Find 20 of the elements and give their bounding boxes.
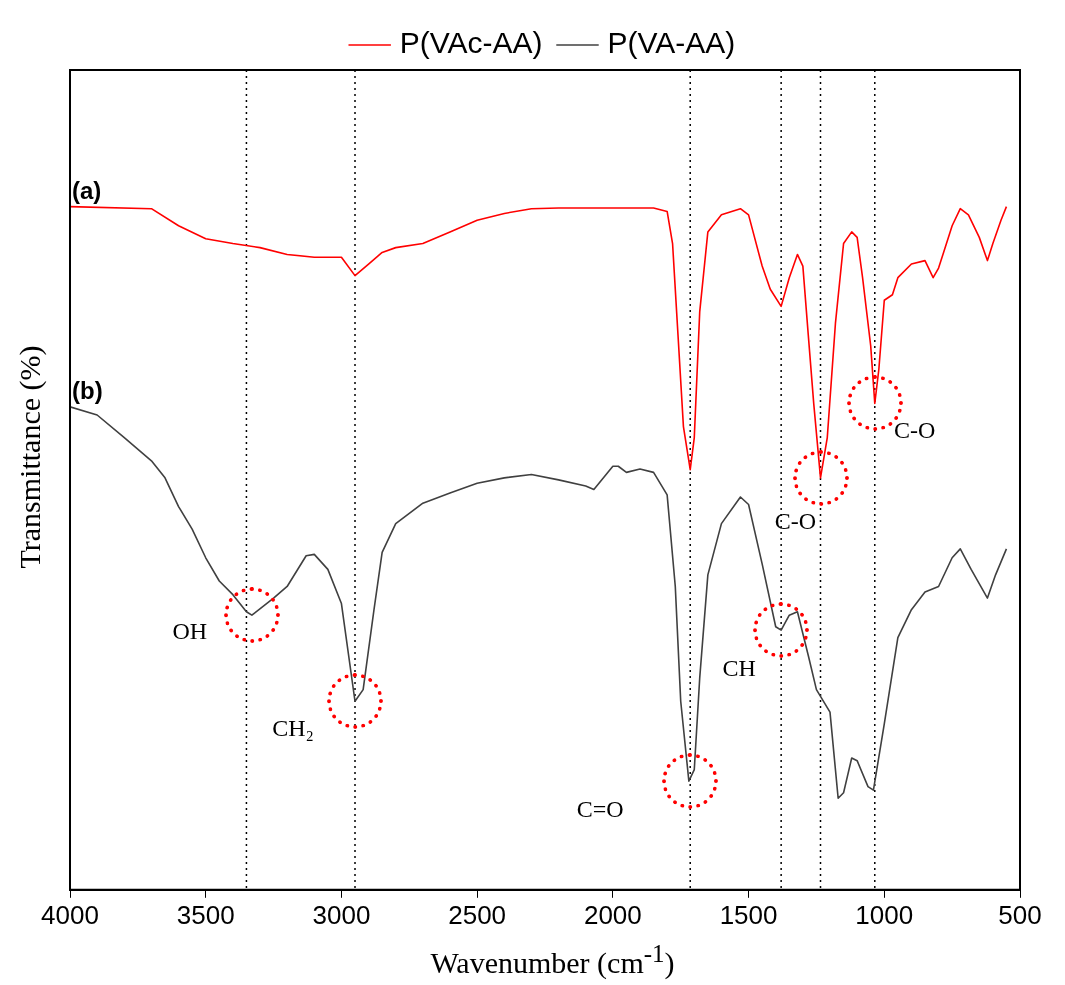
annotation: C-O (774, 508, 817, 535)
annotation: C-O (894, 416, 936, 443)
x-axis-title: Wavenumber (cm$^{-1}$) (429, 940, 676, 980)
x-tick-label: 3000 (312, 899, 371, 930)
x-tick-label: 1500 (719, 899, 778, 930)
x-tick-label: 2000 (583, 899, 642, 930)
x-tick-label: 2500 (448, 899, 507, 930)
annotation: OH (172, 618, 208, 645)
text: (a) (72, 177, 102, 205)
y-axis-title: Transmittance (%) (13, 344, 47, 571)
x-tick-label: 3500 (176, 899, 235, 930)
annotation: CH₂ (272, 714, 314, 741)
legend-label: P(VA-AA) (607, 26, 736, 60)
annotation: C=O (576, 796, 624, 823)
annotation: CH (722, 655, 756, 682)
x-tick-label: 4000 (41, 899, 99, 930)
legend-label: P(VAc-AA) (399, 26, 543, 60)
x-tick-label: 1000 (855, 899, 914, 930)
annotation: (b) (72, 377, 103, 405)
x-tick-label: 500 (998, 899, 1042, 930)
